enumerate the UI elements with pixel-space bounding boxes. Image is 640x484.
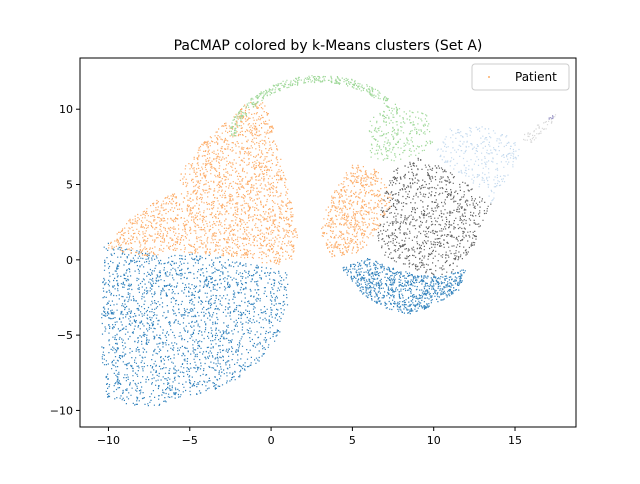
cluster-6-points [523, 114, 557, 143]
legend-marker [488, 76, 490, 78]
legend-box [471, 63, 570, 91]
cluster-5-points [436, 126, 520, 204]
chart-title: PaCMAP colored by k-Means clusters (Set … [174, 38, 483, 54]
cluster-5-markers [436, 126, 520, 204]
x-tick-label: 5 [349, 434, 356, 447]
scatter-points [101, 75, 557, 407]
plot-frame [79, 57, 577, 428]
x-axis: −10 −5 0 5 10 15 [97, 427, 522, 447]
x-tick-label: 15 [508, 434, 522, 447]
cluster-6-markers [523, 114, 557, 143]
cluster-7-points [548, 115, 554, 120]
y-axis: −10 −5 0 5 10 [50, 103, 80, 417]
y-tick-label: −5 [57, 329, 73, 342]
legend: Patient [471, 63, 570, 91]
x-tick-label: −5 [182, 434, 198, 447]
y-tick-label: 5 [66, 179, 73, 192]
y-tick-label: 10 [59, 103, 73, 116]
cluster-7-markers [548, 115, 554, 120]
x-tick-label: 0 [268, 434, 275, 447]
y-tick-label: 0 [66, 254, 73, 267]
y-tick-label: −10 [50, 404, 73, 417]
x-tick-label: −10 [97, 434, 120, 447]
x-tick-label: 10 [427, 434, 441, 447]
legend-label: Patient [515, 70, 557, 84]
